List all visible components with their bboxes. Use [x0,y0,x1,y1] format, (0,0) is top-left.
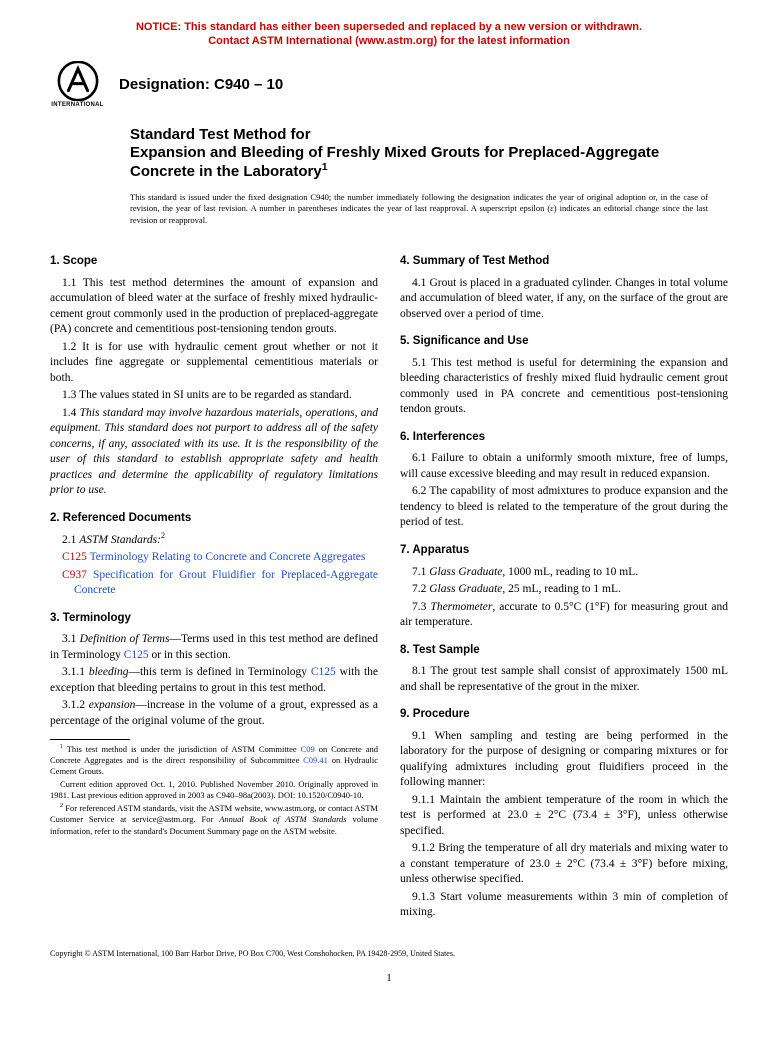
ref-c937-code[interactable]: C937 [62,569,87,581]
para-4-1: 4.1 Grout is placed in a graduated cylin… [400,276,728,323]
para-6-2: 6.2 The capability of most admixtures to… [400,484,728,531]
supersession-notice: NOTICE: This standard has either been su… [50,20,728,49]
ref-c125-text: Terminology Relating to Concrete and Con… [87,551,365,563]
designation: Designation: C940 – 10 [119,76,283,93]
para-1-4: 1.4 This standard may involve hazardous … [50,406,378,499]
footnote-1: 1 This test method is under the jurisdic… [50,744,378,777]
section-4-head: 4. Summary of Test Method [400,254,728,270]
para-1-3: 1.3 The values stated in SI units are to… [50,388,378,404]
footnote-1b: Current edition approved Oct. 1, 2010. P… [50,779,378,801]
para-3-1: 3.1 Definition of Terms—Terms used in th… [50,632,378,663]
p71-a: 7.1 [412,566,429,578]
fn2-b: Annual Book of ASTM Standards [219,814,346,824]
p72-c: , 25 mL, reading to 1 mL. [502,583,621,595]
p31-d: or in this section. [149,649,231,661]
p31-b: Definition of Terms [80,633,170,645]
page-number: 1 [50,972,728,984]
section-7-head: 7. Apparatus [400,543,728,559]
section-2-head: 2. Referenced Documents [50,511,378,527]
fn1-link1[interactable]: C09 [301,744,315,754]
left-column: 1. Scope 1.1 This test method determines… [50,242,378,923]
p73-b: Thermometer [430,601,492,613]
para-6-1: 6.1 Failure to obtain a uniformly smooth… [400,451,728,482]
p72-a: 7.2 [412,583,429,595]
footnote-rule [50,739,130,740]
para-3-1-2: 3.1.2 expansion—increase in the volume o… [50,698,378,729]
para-8-1: 8.1 The grout test sample shall consist … [400,664,728,695]
p311-link[interactable]: C125 [311,666,336,678]
copyright-line: Copyright © ASTM International, 100 Barr… [50,949,728,958]
para-3-1-1: 3.1.1 bleeding—this term is defined in T… [50,665,378,696]
document-page: NOTICE: This standard has either been su… [0,0,778,1014]
para-1-1: 1.1 This test method determines the amou… [50,276,378,338]
astm-logo-icon [56,61,100,101]
ref-c937-text: Specification for Grout Fluidifier for P… [74,569,378,597]
p21-em: ASTM Standards: [79,534,161,546]
p21-sup: 2 [161,531,165,540]
p71-b: Glass Graduate [429,566,502,578]
para-7-1: 7.1 Glass Graduate, 1000 mL, reading to … [400,565,728,581]
title-footnote-ref: 1 [322,161,328,173]
footnote-2: 2 For referenced ASTM standards, visit t… [50,803,378,836]
fn1-link2[interactable]: C09.41 [303,755,328,765]
para-9-1-1: 9.1.1 Maintain the ambient temperature o… [400,793,728,840]
para-9-1-3: 9.1.3 Start volume measurements within 3… [400,890,728,921]
body-columns: 1. Scope 1.1 This test method determines… [50,242,728,923]
section-5-head: 5. Significance and Use [400,334,728,350]
section-9-head: 9. Procedure [400,707,728,723]
p73-a: 7.3 [412,601,430,613]
para-7-2: 7.2 Glass Graduate, 25 mL, reading to 1 … [400,582,728,598]
p311-c: —this term is defined in Terminology [128,666,310,678]
fn1-a: This test method is under the jurisdicti… [63,744,301,754]
para-1-2: 1.2 It is for use with hydraulic cement … [50,340,378,387]
para-9-1: 9.1 When sampling and testing are being … [400,729,728,791]
p311-b: bleeding [89,666,129,678]
para-7-3: 7.3 Thermometer, accurate to 0.5°C (1°F)… [400,600,728,631]
p71-c: , 1000 mL, reading to 10 mL. [502,566,638,578]
section-6-head: 6. Interferences [400,430,728,446]
p31-a: 3.1 [62,633,80,645]
p21-pre: 2.1 [62,534,79,546]
ref-c125: C125 Terminology Relating to Concrete an… [62,550,378,566]
section-3-head: 3. Terminology [50,611,378,627]
issuance-note: This standard is issued under the fixed … [130,192,708,226]
para-5-1: 5.1 This test method is useful for deter… [400,356,728,418]
title-main: Expansion and Bleeding of Freshly Mixed … [130,144,659,180]
astm-logo: INTERNATIONAL [50,57,105,112]
section-1-head: 1. Scope [50,254,378,270]
para-9-1-2: 9.1.2 Bring the temperature of all dry m… [400,841,728,888]
logo-label: INTERNATIONAL [51,102,103,108]
section-8-head: 8. Test Sample [400,643,728,659]
ref-c937: C937 Specification for Grout Fluidifier … [62,568,378,599]
title-line1: Standard Test Method for [130,126,728,145]
right-column: 4. Summary of Test Method 4.1 Grout is p… [400,242,728,923]
title-line2: Expansion and Bleeding of Freshly Mixed … [130,144,728,182]
p312-a: 3.1.2 [62,699,89,711]
title-block: Standard Test Method for Expansion and B… [130,126,728,182]
notice-line2: Contact ASTM International (www.astm.org… [208,35,570,47]
para-2-1: 2.1 ASTM Standards:2 [50,533,378,549]
notice-line1: NOTICE: This standard has either been su… [136,21,642,33]
header-row: INTERNATIONAL Designation: C940 – 10 [50,57,728,112]
p72-b: Glass Graduate [429,583,502,595]
p312-b: expansion [89,699,136,711]
ref-c125-code[interactable]: C125 [62,551,87,563]
p31-link[interactable]: C125 [124,649,149,661]
p311-a: 3.1.1 [62,666,89,678]
para-1-4-text: This standard may involve hazardous mate… [50,407,378,497]
